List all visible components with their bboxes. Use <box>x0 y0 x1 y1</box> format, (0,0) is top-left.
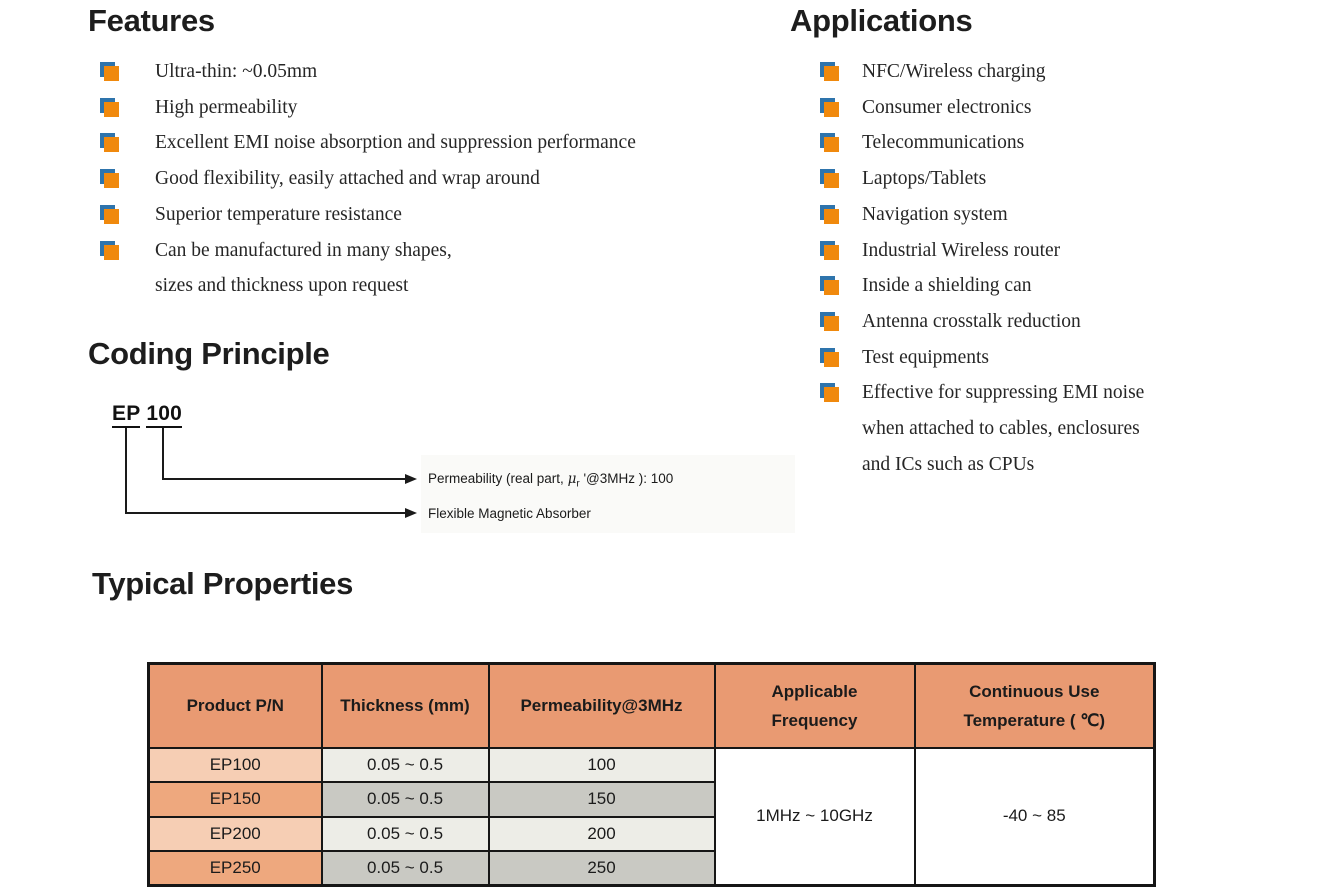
application-text: Telecommunications <box>862 132 1025 154</box>
cell-permeability: 100 <box>487 746 716 783</box>
cell-permeability: 250 <box>487 850 716 887</box>
cell-permeability: 150 <box>487 781 716 818</box>
absorber-label: Flexible Magnetic Absorber <box>428 506 591 521</box>
feature-text: Excellent EMI noise absorption and suppr… <box>155 132 636 154</box>
list-item: Consumer electronics <box>790 90 1310 126</box>
feature-text: Good flexibility, easily attached and wr… <box>155 168 540 190</box>
square-bullet-icon <box>820 240 839 260</box>
cell-pn: EP250 <box>147 850 323 887</box>
coding-principle-heading: Coding Principle <box>88 336 330 371</box>
arrow-right-icon <box>405 508 417 518</box>
cell-pn: EP200 <box>147 815 323 852</box>
application-text: Industrial Wireless router <box>862 239 1061 261</box>
applications-heading: Applications <box>790 3 973 38</box>
square-bullet-icon <box>820 347 839 367</box>
square-bullet-icon <box>100 133 119 153</box>
feature-text: Superior temperature resistance <box>155 203 402 225</box>
application-text: Navigation system <box>862 203 1008 225</box>
square-bullet-icon <box>820 97 839 117</box>
code-value: 100 <box>146 402 183 428</box>
list-item: Superior temperature resistance <box>88 197 768 233</box>
square-bullet-icon <box>820 133 839 153</box>
feature-text: High permeability <box>155 96 298 118</box>
cell-thickness: 0.05 ~ 0.5 <box>320 850 490 887</box>
application-text: Test equipments <box>862 346 989 368</box>
list-item: NFC/Wireless charging <box>790 54 1310 90</box>
list-item: Test equipments <box>790 340 1310 376</box>
cell-thickness: 0.05 ~ 0.5 <box>320 781 490 818</box>
table-row: EP250 0.05 ~ 0.5 250 <box>147 850 1155 887</box>
typical-properties-table: Product P/N Thickness (mm) Permeability@… <box>147 662 1156 887</box>
header-product-pn: Product P/N <box>147 662 323 749</box>
list-item: Laptops/Tablets <box>790 161 1310 197</box>
typical-properties-heading: Typical Properties <box>92 566 354 601</box>
square-bullet-icon <box>820 62 839 81</box>
header-continuous-use-temperature: Continuous Use Temperature ( ℃) <box>913 662 1156 749</box>
square-bullet-icon <box>100 204 119 224</box>
features-heading: Features <box>88 3 215 38</box>
list-item: Ultra-thin: ~0.05mm <box>88 54 768 90</box>
list-item: Industrial Wireless router <box>790 233 1310 269</box>
list-item: Good flexibility, easily attached and wr… <box>88 161 768 197</box>
diagram-line <box>125 512 405 514</box>
cell-continuous-use-temperature: -40 ~ 85 <box>913 746 1156 887</box>
application-text: Consumer electronics <box>862 96 1032 118</box>
list-item: Navigation system <box>790 197 1310 233</box>
list-item: Antenna crosstalk reduction <box>790 304 1310 340</box>
square-bullet-icon <box>820 311 839 331</box>
list-item: Can be manufactured in many shapes, sizes… <box>88 233 768 304</box>
product-code: EP 100 <box>112 402 183 428</box>
table-header-row: Product P/N Thickness (mm) Permeability@… <box>147 662 1156 749</box>
square-bullet-icon <box>820 276 839 296</box>
application-text: Effective for suppressing EMI noise when … <box>862 382 1145 475</box>
square-bullet-icon <box>100 169 119 189</box>
features-list: Ultra-thin: ~0.05mm High permeability Ex… <box>88 54 768 304</box>
list-item: Excellent EMI noise absorption and suppr… <box>88 125 768 161</box>
list-item: Inside a shielding can <box>790 268 1310 304</box>
application-text: NFC/Wireless charging <box>862 61 1046 82</box>
table-row: EP100 0.05 ~ 0.5 100 1MHz ~ 10GHz -40 ~ … <box>147 746 1156 887</box>
applications-list: NFC/Wireless charging Consumer electroni… <box>790 54 1310 482</box>
cell-applicable-frequency: 1MHz ~ 10GHz <box>713 746 916 887</box>
diagram-label-panel <box>421 455 795 533</box>
square-bullet-icon <box>820 383 839 403</box>
code-prefix: EP <box>112 402 141 428</box>
list-item: High permeability <box>88 90 768 126</box>
cell-pn: EP100 <box>147 746 323 783</box>
square-bullet-icon <box>100 62 119 81</box>
header-thickness: Thickness (mm) <box>320 662 490 749</box>
list-item: Effective for suppressing EMI noise when … <box>790 375 1310 482</box>
cell-permeability: 200 <box>487 815 716 852</box>
cell-pn: EP150 <box>147 781 323 818</box>
arrow-right-icon <box>405 474 417 484</box>
permeability-label: Permeability (real part, μr '@3MHz ): 10… <box>428 471 674 490</box>
header-applicable-frequency: Applicable Frequency <box>713 662 916 749</box>
table-row: EP200 0.05 ~ 0.5 200 <box>147 815 1155 852</box>
diagram-line <box>162 478 405 480</box>
cell-thickness: 0.05 ~ 0.5 <box>320 746 490 783</box>
square-bullet-icon <box>820 204 839 224</box>
application-text: Laptops/Tablets <box>862 168 987 190</box>
table-row: EP150 0.05 ~ 0.5 150 <box>147 781 1155 818</box>
feature-text: Can be manufactured in many shapes, sizes… <box>155 239 452 297</box>
square-bullet-icon <box>820 169 839 189</box>
application-text: Inside a shielding can <box>862 275 1032 297</box>
diagram-line <box>162 428 164 480</box>
header-permeability: Permeability@3MHz <box>487 662 716 749</box>
feature-text: Ultra-thin: ~0.05mm <box>155 61 318 82</box>
square-bullet-icon <box>100 240 119 260</box>
square-bullet-icon <box>100 97 119 117</box>
diagram-line <box>125 428 127 514</box>
list-item: Telecommunications <box>790 125 1310 161</box>
cell-thickness: 0.05 ~ 0.5 <box>320 815 490 852</box>
application-text: Antenna crosstalk reduction <box>862 310 1081 332</box>
